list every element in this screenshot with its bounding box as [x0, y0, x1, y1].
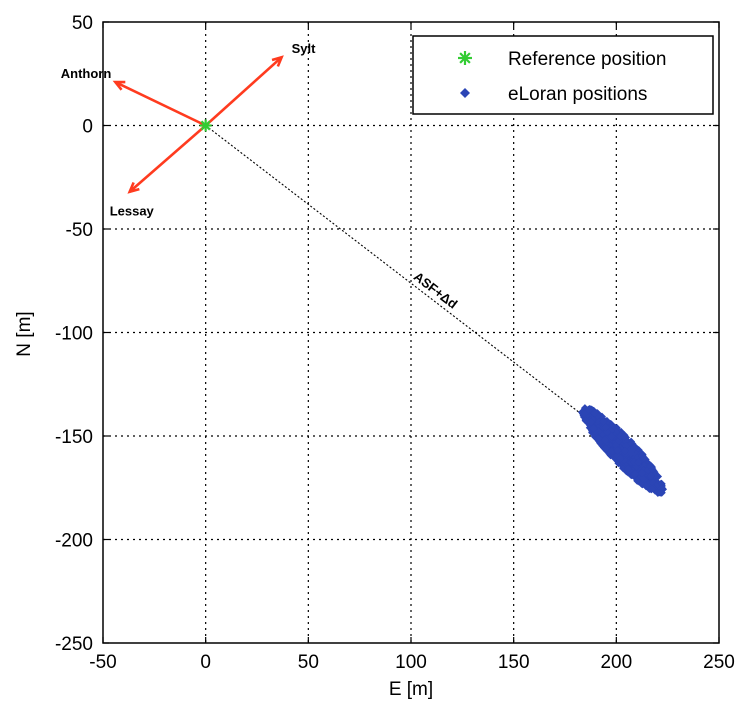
arrow-anthorn-shaft: [114, 80, 207, 127]
eloran-position-point: [656, 488, 665, 497]
y-tick-label: 0: [82, 117, 93, 138]
eloran-position-point: [585, 405, 594, 414]
arrow-lessay-shaft: [128, 124, 207, 193]
legend: Reference position eLoran positions: [412, 35, 714, 115]
eloran-position-point: [620, 432, 629, 441]
x-axis-label: E [m]: [389, 679, 433, 700]
eloran-position-point: [594, 434, 603, 443]
eloran-position-point: [613, 446, 622, 455]
eloran-position-point: [590, 409, 599, 418]
arrow-lessay-head: [127, 182, 140, 194]
reference-position-point: [199, 119, 212, 132]
star-stroke: [459, 52, 471, 64]
y-tick-label: -250: [55, 634, 93, 655]
eloran-position-point: [623, 464, 632, 473]
eloran-position-point: [621, 446, 630, 455]
y-tick-label: -200: [55, 531, 93, 552]
eloran-position-point: [647, 484, 656, 493]
eloran-position-point: [586, 418, 595, 427]
eloran-positions-cluster: [577, 404, 668, 498]
eloran-position-point: [637, 468, 646, 477]
x-tick-label: 0: [200, 652, 211, 673]
axis-ticks: -50 0 50 100 150 200 250 50 0 -50 -100 -150 -200 -250: [55, 13, 735, 673]
arrow-sylt-head: [271, 55, 284, 67]
star-stroke: [200, 120, 211, 131]
eloran-position-point: [633, 476, 642, 485]
eloran-position-point: [601, 423, 610, 432]
eloran-position-point: [607, 432, 616, 441]
transmitter-arrows: Sylt Anthorn Lessay: [61, 41, 316, 219]
eloran-position-point: [622, 441, 631, 450]
eloran-position-point: [634, 458, 643, 467]
eloran-position-point: [601, 444, 610, 453]
asf-guide-line: [205, 125, 638, 458]
arrow-label-anthorn: Anthorn: [61, 66, 112, 81]
legend-diamond: [460, 88, 470, 98]
legend-eloran-label: eLoran positions: [508, 84, 647, 105]
eloran-position-point: [600, 436, 609, 445]
y-tick-label: -150: [55, 427, 93, 448]
legend-box: [412, 35, 714, 115]
eloran-position-point: [599, 417, 608, 426]
eloran-position-point: [616, 454, 625, 463]
y-tick-label: -100: [55, 324, 93, 345]
x-tick-label: 100: [395, 652, 427, 673]
legend-eloran-marker: [460, 88, 470, 98]
arrow-label-sylt: Sylt: [292, 41, 317, 56]
arrow-anthorn-head: [112, 80, 126, 91]
reference-position-layer: [199, 119, 212, 132]
y-tick-label: -50: [66, 220, 93, 241]
eloran-position-point: [631, 469, 640, 478]
eloran-position-point: [642, 482, 651, 491]
y-tick-label: 50: [72, 13, 93, 34]
x-tick-label: 50: [298, 652, 319, 673]
legend-reference-label: Reference position: [508, 49, 666, 70]
x-tick-label: 250: [703, 652, 735, 673]
eloran-position-point: [646, 472, 655, 481]
arrow-sylt-shaft: [204, 56, 283, 127]
y-axis-label: N [m]: [14, 311, 35, 356]
legend-star: [458, 51, 472, 65]
legend-reference-marker: [458, 51, 472, 65]
eloran-position-point: [629, 457, 638, 466]
x-tick-label: -50: [89, 652, 116, 673]
eloran-position-point: [627, 448, 636, 457]
eloran-position-point: [648, 465, 657, 474]
eloran-position-point: [654, 472, 663, 481]
arrow-label-lessay: Lessay: [110, 204, 155, 219]
x-tick-label: 200: [600, 652, 632, 673]
eloran-position-point: [589, 424, 598, 433]
eloran-position-point: [639, 454, 648, 463]
x-tick-label: 150: [498, 652, 530, 673]
